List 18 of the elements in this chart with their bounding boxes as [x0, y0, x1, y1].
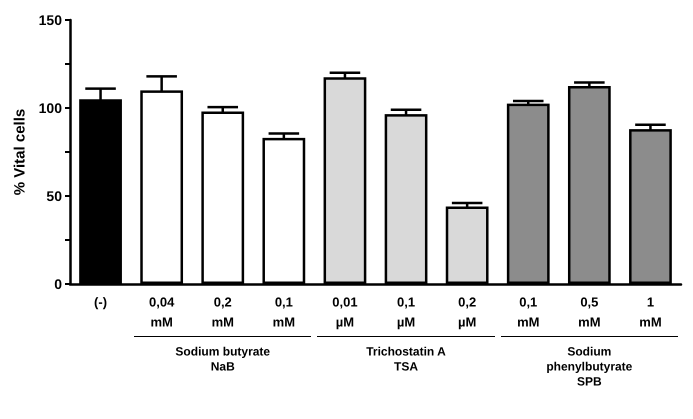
x-tick-label: 0,1 mM — [517, 294, 540, 330]
x-tick-label: 0,01 µM — [332, 294, 358, 330]
y-axis-title: % Vital cells — [12, 108, 29, 196]
x-tick-label: (-) — [94, 294, 108, 310]
x-tick-label: 0,04 mM — [148, 294, 176, 330]
y-tick-label: 100 — [38, 100, 62, 116]
y-tick-label: 150 — [38, 12, 62, 28]
x-tick-label: 0,5 mM — [578, 294, 601, 330]
y-tick-label: 0 — [54, 276, 62, 292]
x-tick-label: 1 mM — [639, 294, 662, 330]
x-tick-label: 0,1 µM — [396, 294, 416, 330]
text: Sodium butyrate NaB — [175, 344, 270, 374]
x-tick-label: 0,1 mM — [272, 294, 296, 330]
text: Sodium phenylbutyrate SPB — [546, 344, 633, 388]
y-tick-label: 50 — [46, 188, 62, 204]
x-tick-label: 0,2 mM — [212, 294, 234, 330]
x-tick-label: 0,2 µM — [458, 294, 476, 330]
text: Trichostatin A TSA — [366, 344, 446, 374]
